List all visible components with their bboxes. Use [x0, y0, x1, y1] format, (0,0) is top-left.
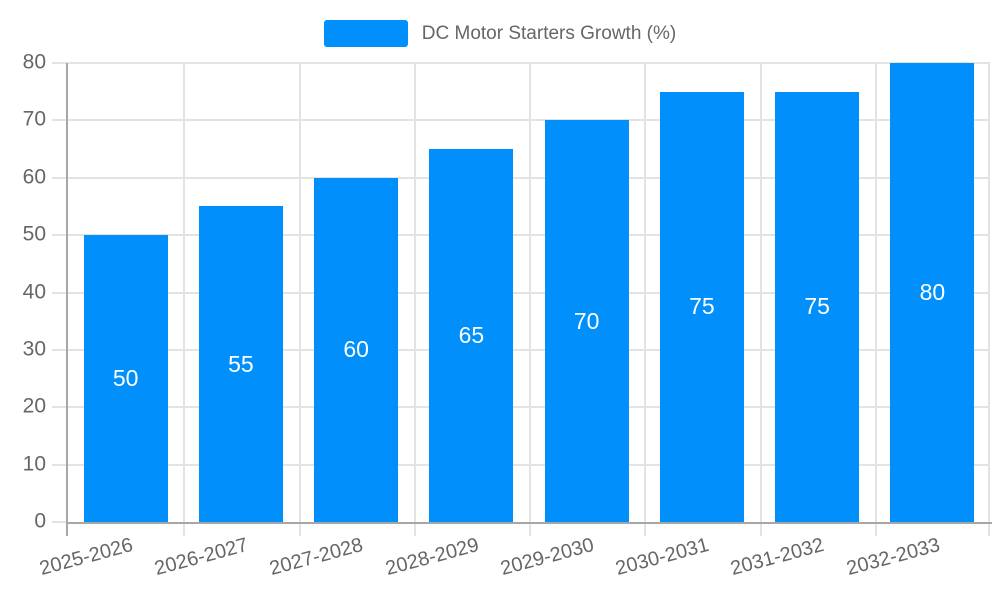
x-axis-tick — [874, 522, 877, 536]
bar-value-label: 75 — [689, 293, 715, 320]
bar-value-label: 60 — [343, 336, 369, 363]
x-axis-category-label: 2032-2033 — [843, 534, 943, 581]
v-gridline — [644, 63, 647, 522]
y-axis-tick-label: 60 — [22, 165, 46, 189]
v-gridline — [874, 63, 877, 522]
plot-area: 0 10 20 30 40 50 60 70 80 50 55 60 65 70 75 75 80 2025-20… — [23, 51, 992, 580]
bar-value-label: 80 — [919, 279, 946, 305]
x-axis-tick — [298, 522, 301, 536]
v-gridline — [413, 63, 416, 522]
v-gridline — [298, 63, 301, 522]
y-axis-tick-label: 80 — [22, 50, 46, 74]
bar-value-label: 65 — [458, 322, 485, 349]
legend[interactable]: DC Motor Starters Growth (%) — [0, 20, 1000, 47]
x-axis-line — [66, 522, 992, 524]
v-gridline — [529, 63, 531, 522]
y-axis-tick — [52, 119, 68, 122]
legend-label: DC Motor Starters Growth (%) — [421, 22, 677, 44]
y-axis-tick-label: 10 — [22, 452, 46, 476]
x-axis-tick — [413, 522, 416, 536]
x-axis-category-label: 2027-2028 — [267, 534, 366, 581]
bar[interactable]: 60 — [314, 177, 399, 522]
bar[interactable]: 75 — [659, 91, 744, 522]
x-axis-tick — [183, 522, 186, 536]
x-axis-tick — [529, 522, 531, 536]
bar-value-label: 70 — [573, 307, 600, 334]
x-axis-category-label: 2030-2031 — [613, 534, 712, 581]
bar[interactable]: 70 — [544, 120, 629, 522]
y-axis-tick — [52, 348, 68, 351]
y-axis-tick-label: 0 — [34, 509, 46, 533]
bar[interactable]: 65 — [429, 149, 514, 522]
x-axis-tick — [644, 522, 647, 536]
bar[interactable]: 75 — [775, 91, 860, 522]
y-axis-tick — [52, 521, 68, 523]
y-axis-tick-label: 40 — [22, 280, 46, 304]
x-axis-tick — [759, 522, 762, 536]
v-gridline — [988, 63, 990, 522]
x-axis-category-label: 2031-2032 — [728, 534, 827, 581]
bar[interactable]: 50 — [83, 235, 168, 522]
y-axis-tick — [52, 234, 68, 237]
x-axis-category-label: 2029-2030 — [498, 534, 597, 581]
bar[interactable]: 80 — [890, 63, 975, 522]
x-axis-tick — [66, 522, 68, 536]
bar-value-label: 55 — [228, 350, 254, 377]
y-axis-tick-label: 30 — [22, 337, 46, 361]
x-axis-category-label: 2028-2029 — [382, 534, 482, 581]
y-axis-tick — [52, 406, 68, 409]
bar[interactable]: 55 — [198, 206, 283, 522]
x-axis-category-label: 2025-2026 — [37, 534, 136, 581]
y-axis-tick-label: 50 — [22, 222, 46, 246]
y-axis-tick — [52, 463, 68, 466]
x-axis-tick — [988, 522, 990, 536]
y-axis-tick-label: 70 — [22, 107, 46, 131]
y-axis-tick-label: 20 — [22, 394, 46, 418]
y-axis-tick — [52, 291, 68, 294]
y-axis-tick — [52, 62, 68, 64]
bar-value-label: 75 — [804, 293, 830, 320]
y-axis-line — [66, 63, 68, 522]
v-gridline — [183, 63, 186, 522]
v-gridline — [759, 63, 762, 522]
legend-swatch — [323, 20, 408, 47]
x-axis-category-label: 2026-2027 — [152, 534, 251, 581]
bar-value-label: 50 — [112, 365, 139, 392]
y-axis-tick — [52, 176, 68, 179]
